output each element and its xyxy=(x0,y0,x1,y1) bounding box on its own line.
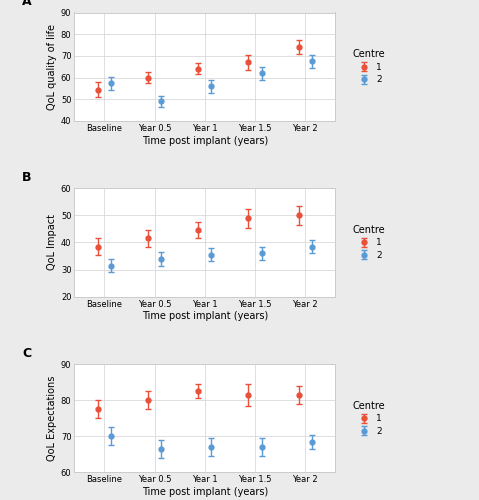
Text: C: C xyxy=(22,346,31,360)
X-axis label: Time post implant (years): Time post implant (years) xyxy=(142,136,268,145)
Legend: 1, 2: 1, 2 xyxy=(350,223,387,262)
X-axis label: Time post implant (years): Time post implant (years) xyxy=(142,312,268,322)
Legend: 1, 2: 1, 2 xyxy=(350,399,387,438)
Legend: 1, 2: 1, 2 xyxy=(350,48,387,86)
Y-axis label: QoL Expectations: QoL Expectations xyxy=(46,376,57,461)
Text: A: A xyxy=(22,0,32,8)
Y-axis label: QoL quality of life: QoL quality of life xyxy=(46,24,57,110)
Text: B: B xyxy=(22,171,32,184)
X-axis label: Time post implant (years): Time post implant (years) xyxy=(142,487,268,497)
Y-axis label: QoL Impact: QoL Impact xyxy=(46,214,57,270)
